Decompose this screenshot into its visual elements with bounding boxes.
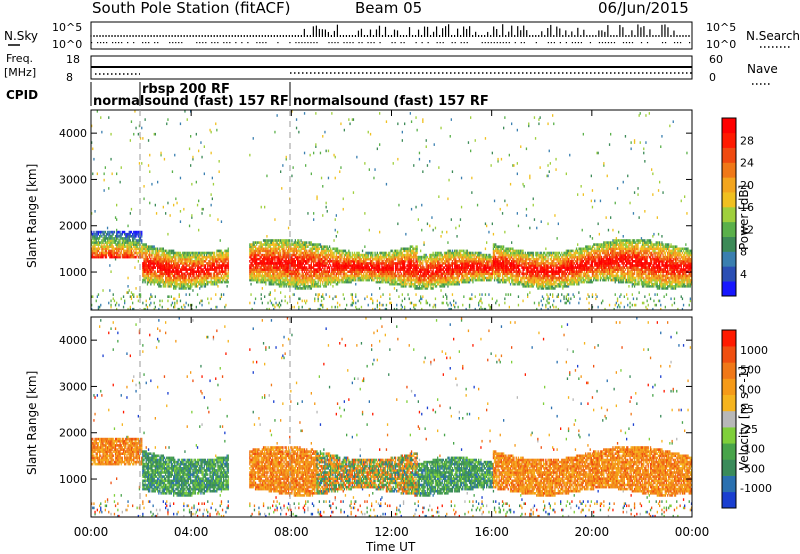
power-colorbar-label: Power [dB] xyxy=(737,185,751,250)
nsky-bars xyxy=(90,24,691,44)
colorbar-swatch xyxy=(722,207,736,223)
x-tick-label: 04:00 xyxy=(174,525,209,539)
colorbar-tick: 12 xyxy=(740,223,754,236)
colorbar-swatch xyxy=(722,346,736,363)
y-tick-label: 3000 xyxy=(59,173,87,186)
cpid-segment-3: normalsound (fast) 157 RF xyxy=(293,94,489,109)
colorbar-tick: -100 xyxy=(740,443,765,456)
x-tick-label: 12:00 xyxy=(374,525,409,539)
power-colorbar: 4 8 12 16 20 24 28 xyxy=(721,117,754,297)
freq-tick-top: 18 xyxy=(66,53,80,66)
colorbar-swatch xyxy=(722,118,736,134)
colorbar-tick: 8 xyxy=(740,246,747,259)
colorbar-swatch xyxy=(722,459,736,476)
y-tick-label: 2000 xyxy=(59,220,87,233)
nave-label: Nave xyxy=(747,62,778,76)
colorbar-swatch xyxy=(722,132,736,148)
velocity-y-ticks: 1000 2000 3000 4000 xyxy=(59,334,692,486)
nsky-panel: N.Sky 10^5 10^0 10^5 10^0 N.Search xyxy=(4,21,800,51)
nave-tick-bottom: 0 xyxy=(709,71,716,84)
velocity-panel: 1000 2000 3000 4000 Slant Range [km] xyxy=(25,316,693,518)
colorbar-swatch xyxy=(722,427,736,444)
colorbar-swatch xyxy=(722,330,736,347)
colorbar-swatch xyxy=(722,475,736,493)
colorbar-swatch xyxy=(722,147,736,163)
date-title: 06/Jun/2015 xyxy=(598,0,689,17)
y-tick-label: 2000 xyxy=(59,427,87,440)
freq-tick-bottom: 8 xyxy=(66,71,73,84)
freq-label: Freq. xyxy=(6,52,33,65)
nsky-tick-bottom: 10^0 xyxy=(52,38,82,51)
y-tick-label: 4000 xyxy=(59,127,87,140)
colorbar-swatch xyxy=(722,266,736,282)
y-tick-label: 4000 xyxy=(59,334,87,347)
colorbar-swatch xyxy=(722,192,736,208)
colorbar-swatch xyxy=(722,177,736,193)
cpid-segment-2: rbsp 200 RF xyxy=(142,82,230,97)
colorbar-swatch xyxy=(722,362,736,379)
beam-title: Beam 05 xyxy=(355,0,422,17)
velocity-colorbar-label: Velocity [m s^-1] xyxy=(737,366,751,470)
cpid-label: CPID xyxy=(6,88,38,102)
power-panel: 1000 2000 3000 4000 Slant Range [km] xyxy=(25,109,693,311)
nsky-tick-top: 10^5 xyxy=(52,21,82,34)
y-tick-label: 1000 xyxy=(59,473,87,486)
nsearch-tick-bottom: 10^0 xyxy=(706,38,736,51)
nave-tick-top: 60 xyxy=(709,53,723,66)
x-tick-label: 00:00 xyxy=(74,525,109,539)
freq-unit-label: [MHz] xyxy=(4,66,36,79)
colorbar-tick: 24 xyxy=(740,157,754,170)
colorbar-tick: -500 xyxy=(740,462,765,475)
colorbar-swatch xyxy=(722,394,736,412)
colorbar-tick: 28 xyxy=(740,134,754,147)
power-y-ticks: 1000 2000 3000 4000 xyxy=(59,127,692,279)
colorbar-swatch xyxy=(722,378,736,396)
x-tick-label: 00:00 xyxy=(675,525,710,539)
nsearch-tick-top: 10^5 xyxy=(706,21,736,34)
colorbar-tick: 100 xyxy=(740,383,761,396)
colorbar-tick: 20 xyxy=(740,179,754,192)
station-title: South Pole Station (fitACF) xyxy=(92,0,290,17)
colorbar-tick: 1000 xyxy=(740,344,768,357)
colorbar-tick: -1000 xyxy=(740,482,772,495)
time-xlabel: Time UT xyxy=(365,540,416,554)
velocity-data xyxy=(91,317,692,517)
x-tick-label: 08:00 xyxy=(274,525,309,539)
colorbar-swatch xyxy=(722,443,736,460)
y-tick-label: 3000 xyxy=(59,380,87,393)
freq-panel: Freq. [MHz] 18 8 60 0 Nave xyxy=(4,52,778,85)
colorbar-swatch xyxy=(722,221,736,237)
nsearch-label: N.Search xyxy=(746,29,800,43)
colorbar-swatch xyxy=(722,491,736,509)
power-data xyxy=(91,110,692,310)
colorbar-swatch xyxy=(722,236,736,252)
colorbar-swatch xyxy=(722,162,736,178)
power-ylabel: Slant Range [km] xyxy=(25,164,39,268)
colorbar-tick: -25 xyxy=(740,423,758,436)
velocity-ylabel: Slant Range [km] xyxy=(25,371,39,475)
colorbar-swatch xyxy=(722,281,736,297)
cpid-panel: CPID normalsound (fast) 157 RF rbsp 200 … xyxy=(6,82,489,109)
colorbar-tick: 4 xyxy=(740,268,747,281)
colorbar-tick: 500 xyxy=(740,364,761,377)
colorbar-swatch xyxy=(722,410,736,428)
nsky-label: N.Sky xyxy=(4,29,38,43)
y-tick-label: 1000 xyxy=(59,266,87,279)
colorbar-swatch xyxy=(722,251,736,267)
colorbar-tick: 25 xyxy=(740,403,754,416)
x-tick-label: 20:00 xyxy=(575,525,610,539)
cpid-segment-1: normalsound (fast) 157 RF xyxy=(93,94,289,109)
x-tick-label: 16:00 xyxy=(474,525,509,539)
velocity-colorbar: 1000 500 100 25 -25 -100 -500 -1000 xyxy=(721,329,772,509)
colorbar-tick: 16 xyxy=(740,201,754,214)
time-x-ticks: 00:00 04:00 08:00 12:00 16:00 20:00 00:00 xyxy=(74,110,710,539)
